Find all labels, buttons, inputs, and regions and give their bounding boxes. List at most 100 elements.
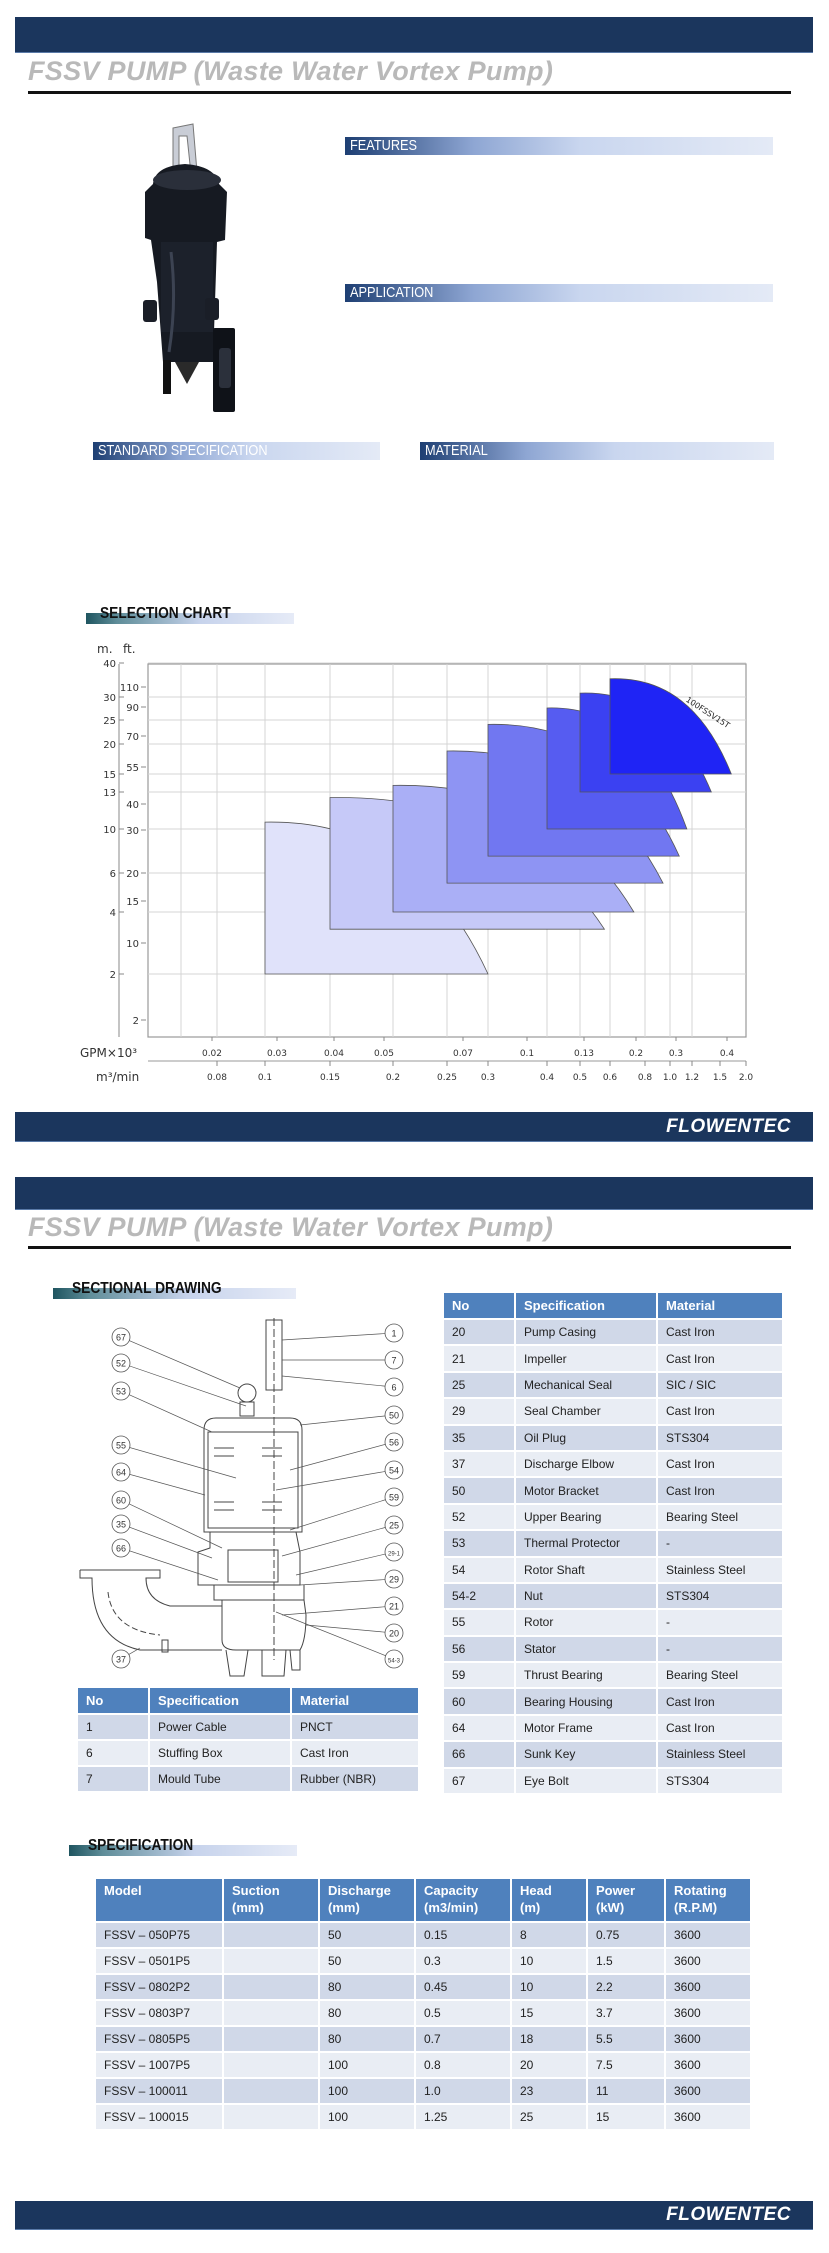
table-cell: 80 <box>320 2001 414 2025</box>
footer-brand: FLOWENTEC <box>666 2204 791 2225</box>
col-header-suction: Suction (mm) <box>224 1879 318 1921</box>
callout-circle <box>384 1432 404 1452</box>
col-header-rotating: Rotating (R.P.M) <box>666 1879 750 1921</box>
table-cell: 64 <box>444 1715 514 1741</box>
region-100fssv15t <box>609 678 732 775</box>
callout-circle <box>111 1649 131 1669</box>
callout-circle <box>111 1327 131 1347</box>
callout-circle <box>111 1490 131 1510</box>
table-row: FSSV – 050P75 50 0.15 8 0.75 3600 <box>96 1923 750 1947</box>
callout-circle <box>384 1377 404 1397</box>
callout-52: 52 <box>111 1353 247 1407</box>
m3-tick-label: 0.8 <box>638 1073 653 1083</box>
leader-line <box>289 1496 395 1531</box>
gpm-tick-label: 0.03 <box>267 1049 287 1059</box>
table-cell: 3600 <box>666 2001 750 2025</box>
table-cell: Seal Chamber <box>516 1399 656 1424</box>
m-tick-label: 15 <box>103 770 116 781</box>
parts-table-small: No Specification Material 1 Power Cable PN… <box>76 1686 420 1793</box>
table-cell: Cast Iron <box>658 1478 782 1503</box>
m3-tick-label: 0.15 <box>320 1073 340 1083</box>
table-cell: Rotor Shaft <box>516 1557 656 1582</box>
table-cell: Bearing Steel <box>658 1504 782 1530</box>
application-heading: APPLICATION <box>345 284 773 302</box>
callout-label: 59 <box>389 1493 399 1503</box>
table-row: 66 Sunk Key Stainless Steel <box>444 1742 782 1767</box>
table-cell: Rubber (NBR) <box>292 1767 418 1791</box>
callout-label: 60 <box>116 1496 126 1506</box>
table-cell: 67 <box>444 1768 514 1794</box>
callout-label: 6 <box>391 1383 396 1393</box>
table-cell: 35 <box>444 1425 514 1450</box>
table-row: 37 Discharge Elbow Cast Iron <box>444 1451 782 1477</box>
callout-label: 25 <box>389 1521 399 1531</box>
material-heading: MATERIAL <box>420 442 774 460</box>
table-row: 53 Thermal Protector - <box>444 1531 782 1556</box>
m-tick-label: 2 <box>110 970 116 981</box>
table-cell: Mechanical Seal <box>516 1372 656 1398</box>
leader-line <box>120 1499 223 1549</box>
leader-line <box>289 1441 395 1471</box>
m3-tick-label: 1.5 <box>713 1073 727 1083</box>
table-row: 6 Stuffing Box Cast Iron <box>78 1741 418 1765</box>
gpm-tick-label: 0.1 <box>520 1049 534 1059</box>
callout-circle <box>384 1515 404 1535</box>
header-unit: (m3/min) <box>424 1900 479 1915</box>
table-cell: 3600 <box>666 2105 750 2129</box>
leader-line <box>275 1611 395 1660</box>
gpm-tick-label: 0.05 <box>374 1049 394 1059</box>
callout-circle <box>384 1323 404 1343</box>
ft-tick-label: 40 <box>126 800 139 811</box>
table-cell <box>224 1923 318 1947</box>
callout-label: 64 <box>116 1468 126 1478</box>
gpm-tick-label: 0.04 <box>324 1049 344 1059</box>
table-cell: Cast Iron <box>658 1346 782 1371</box>
table-cell: 15 <box>512 2001 586 2025</box>
leader-line <box>295 1551 395 1576</box>
table-row: 7 Mould Tube Rubber (NBR) <box>78 1767 418 1791</box>
table-cell: Motor Frame <box>516 1715 656 1741</box>
m3-tick-label: 0.2 <box>386 1073 400 1083</box>
ft-tick-label: 10 <box>126 939 139 950</box>
table-cell: 7 <box>78 1767 148 1791</box>
callout-6: 6 <box>281 1375 404 1397</box>
ft-tick-label: 110 <box>120 683 139 694</box>
m3-tick-label: 2.0 <box>739 1073 754 1083</box>
callout-label: 21 <box>389 1602 399 1612</box>
table-cell: FSSV – 0805P5 <box>96 2027 222 2051</box>
table-cell: 54 <box>444 1557 514 1582</box>
table-row: FSSV – 0802P2 80 0.45 10 2.2 3600 <box>96 1975 750 1999</box>
leader-line <box>281 1375 395 1388</box>
leader-line <box>305 1624 395 1634</box>
sectional-drawing: 67 52 53 55 64 60 35 66 37 1 7 6 50 56 54 59 25 29-1 29 21 2… <box>79 1318 404 1677</box>
ft-tick-label: 2 <box>133 1016 139 1027</box>
table-cell: Stainless Steel <box>658 1557 782 1582</box>
callout-label: 52 <box>116 1359 126 1369</box>
header-line: Suction <box>232 1883 280 1898</box>
table-cell: FSSV – 1007P5 <box>96 2053 222 2077</box>
table-cell: 80 <box>320 2027 414 2051</box>
m3-tick-label: 0.4 <box>540 1073 555 1083</box>
table-cell: 100 <box>320 2079 414 2103</box>
pump-photo <box>143 123 235 412</box>
leader-line <box>120 1390 213 1433</box>
callout-64: 64 <box>111 1462 206 1496</box>
header-unit: (mm) <box>232 1900 264 1915</box>
table-cell: 5.5 <box>588 2027 664 2051</box>
table-cell: 55 <box>444 1610 514 1635</box>
col-header-discharge: Discharge (mm) <box>320 1879 414 1921</box>
table-cell: Cast Iron <box>658 1715 782 1741</box>
table-row: 55 Rotor - <box>444 1610 782 1635</box>
table-cell: 20 <box>512 2053 586 2077</box>
table-cell <box>224 1975 318 1999</box>
table-cell: Thrust Bearing <box>516 1663 656 1688</box>
callout-54-3: 54-3 <box>275 1611 404 1669</box>
table-cell: Stator <box>516 1636 656 1662</box>
callout-50: 50 <box>299 1405 404 1426</box>
table-cell: 37 <box>444 1451 514 1477</box>
selection-chart-heading-bar <box>86 613 294 624</box>
table-cell: 18 <box>512 2027 586 2051</box>
table-cell: 10 <box>512 1975 586 1999</box>
table-cell: 54-2 <box>444 1583 514 1609</box>
table-cell: 1.5 <box>588 1949 664 1973</box>
